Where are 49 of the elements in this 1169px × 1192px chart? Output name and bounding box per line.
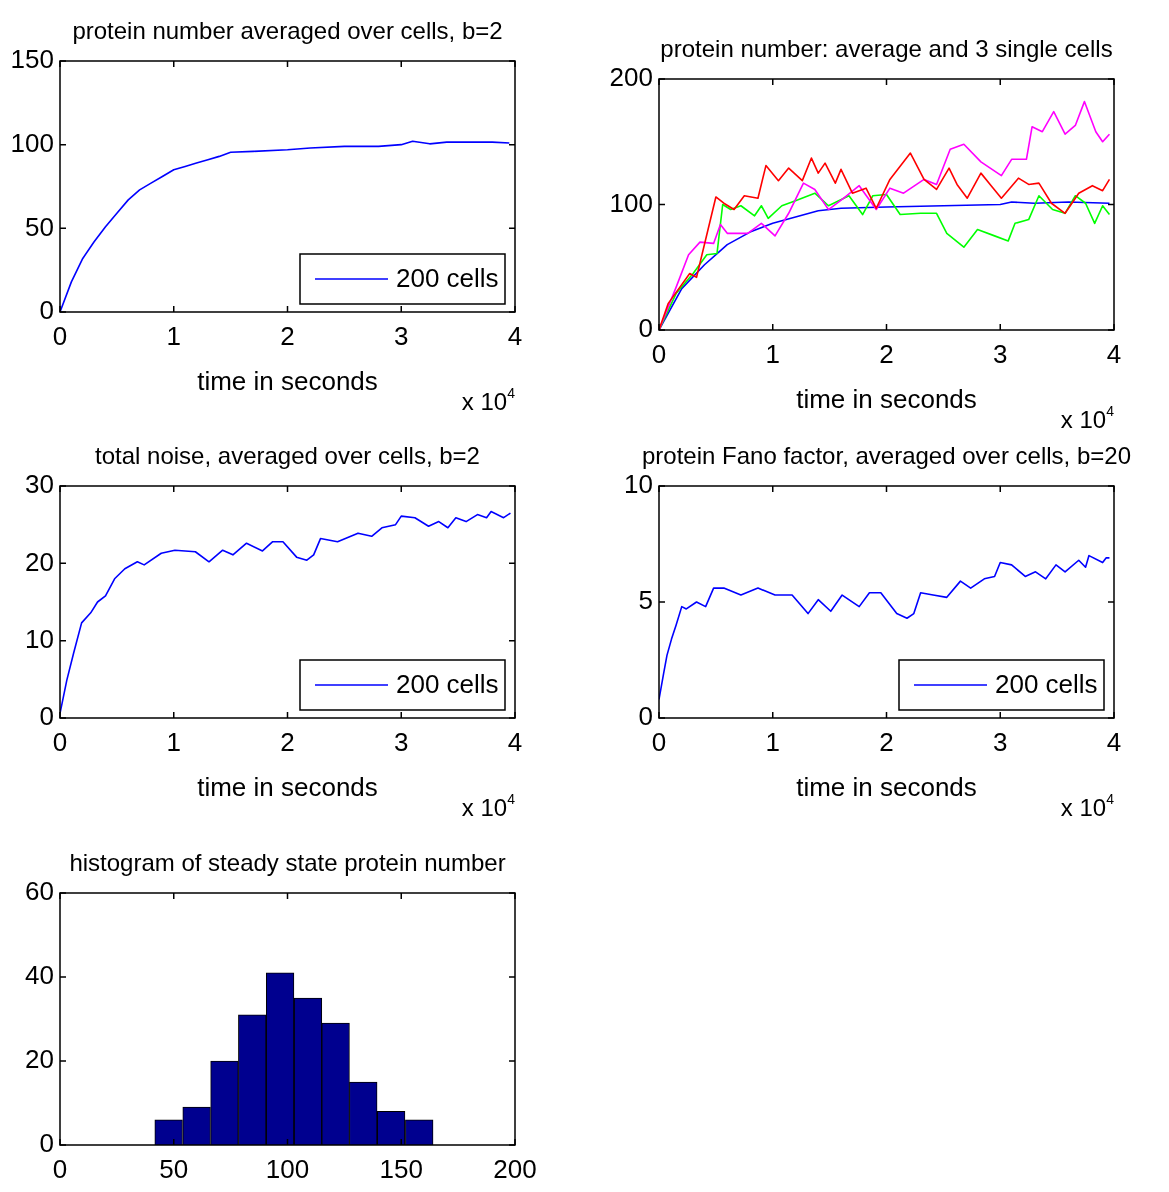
y-tick-label: 10 — [624, 469, 653, 500]
x-tick-label: 3 — [394, 726, 409, 757]
chart-title: protein Fano factor, averaged over cells, b=20 — [642, 442, 1131, 469]
y-tick-label: 20 — [25, 546, 54, 577]
x-axis-title: time in seconds — [796, 772, 977, 802]
chart-title: histogram of steady state protein number — [69, 849, 506, 876]
y-tick-label: 50 — [25, 211, 54, 242]
x-tick-label: 4 — [507, 726, 523, 757]
x-tick-label: 2 — [280, 726, 295, 757]
x-tick-label: 4 — [1106, 338, 1122, 369]
x-tick-label: 1 — [765, 338, 780, 369]
x-tick-label: 2 — [879, 338, 894, 369]
chart-title: protein number averaged over cells, b=2 — [72, 17, 503, 44]
x-tick-label: 1 — [166, 726, 181, 757]
y-tick-label: 0 — [638, 701, 653, 732]
y-tick-label: 0 — [39, 1128, 54, 1159]
y-tick-label: 30 — [25, 469, 54, 500]
x-tick-label: 2 — [280, 320, 295, 351]
legend-label: 200 cells — [396, 263, 499, 294]
y-tick-label: 0 — [39, 295, 54, 326]
x-tick-label: 3 — [993, 338, 1008, 369]
legend-label: 200 cells — [396, 669, 499, 700]
x-tick-label: 3 — [394, 320, 409, 351]
y-tick-label: 200 — [609, 62, 653, 93]
x-tick-label: 3 — [993, 726, 1008, 757]
x-tick-label: 1 — [765, 726, 780, 757]
x-tick-label: 200 — [493, 1153, 537, 1184]
y-tick-label: 100 — [609, 187, 653, 218]
x-tick-label: 4 — [507, 320, 523, 351]
y-tick-label: 60 — [25, 876, 54, 907]
chart-title: protein number: average and 3 single cells — [660, 35, 1113, 62]
x-tick-label: 150 — [379, 1153, 423, 1184]
x-axis-title: time in seconds — [796, 384, 977, 414]
y-tick-label: 100 — [10, 127, 54, 158]
x-tick-label: 4 — [1106, 726, 1122, 757]
y-tick-label: 150 — [10, 44, 54, 75]
x-tick-label: 2 — [879, 726, 894, 757]
x-tick-label: 50 — [159, 1153, 189, 1184]
x-tick-label: 100 — [265, 1153, 310, 1184]
x-axis-title: time in seconds — [197, 366, 378, 396]
y-tick-label: 0 — [39, 701, 54, 732]
x-tick-label: 1 — [166, 320, 181, 351]
y-tick-label: 40 — [25, 960, 54, 991]
chart-title: total noise, averaged over cells, b=2 — [95, 442, 480, 469]
y-tick-label: 10 — [25, 623, 54, 654]
y-tick-label: 5 — [638, 585, 653, 616]
y-tick-label: 20 — [25, 1044, 54, 1075]
legend-label: 200 cells — [995, 669, 1098, 700]
x-axis-title: time in seconds — [197, 772, 378, 802]
